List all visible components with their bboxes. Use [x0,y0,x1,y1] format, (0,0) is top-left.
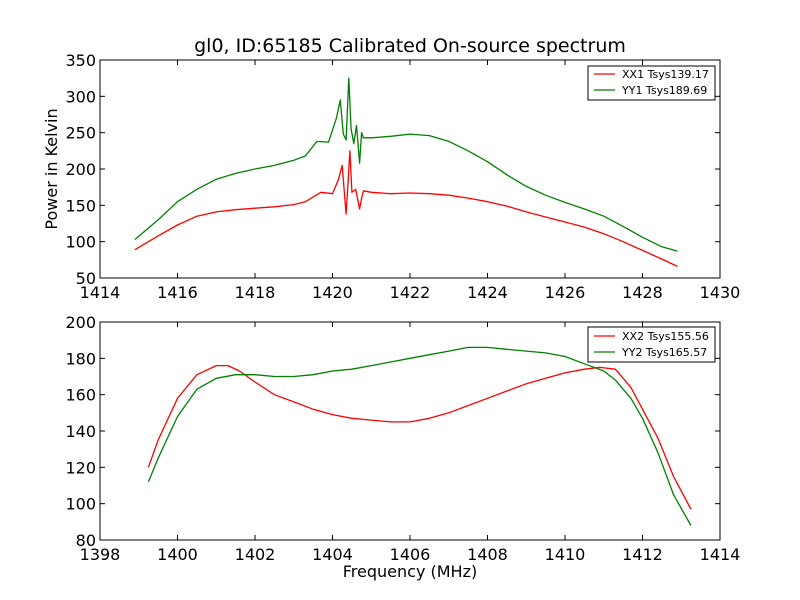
bottom-series-line-1 [147,364,692,510]
bottom-y-tick-label: 120 [65,458,96,477]
bottom-y-tick-label: 80 [76,531,96,550]
bottom-x-tick-label: 1404 [312,545,353,564]
bottom-y-tick-label: 160 [65,386,96,405]
top-x-tick-label: 1424 [467,283,508,302]
top-y-tick-label: 100 [65,233,96,252]
top-x-tick-label: 1428 [622,283,663,302]
bottom-x-tick-label: 1400 [157,545,198,564]
top-y-tick-label: 50 [76,269,96,288]
top-plot-ticks: 1414 1416 1418 1420 1422 1424 1426 1428 1430 50 10… [65,51,740,302]
top-plot: 1414 1416 1418 1420 1422 1424 1426 1428 1430 50 10… [42,51,740,302]
top-legend: XX1 Tsys139.17 YY1 Tsys189.69 [587,65,716,101]
bottom-x-axis-label: Frequency (MHz) [343,562,477,581]
bottom-legend: XX2 Tsys155.56 YY2 Tsys165.57 [587,326,716,363]
top-plot-series [134,77,678,267]
top-x-tick-label: 1416 [157,283,198,302]
top-y-axis-label: Power in Kelvin [42,108,61,229]
bottom-plot: 1398 1400 1402 1404 1406 1408 1410 1412 1414 80 10… [65,313,740,581]
bottom-x-tick-label: 1402 [235,545,276,564]
top-y-tick-label: 350 [65,51,96,70]
bottom-legend-label-yy2: YY2 Tsys165.57 [621,346,707,359]
bottom-x-tick-label: 1414 [700,545,741,564]
top-x-tick-label: 1422 [390,283,431,302]
bottom-y-tick-label: 200 [65,313,96,332]
bottom-x-tick-label: 1412 [622,545,663,564]
bottom-plot-series [147,346,692,526]
chart-title: gl0, ID:65185 Calibrated On-source spect… [194,35,626,57]
bottom-x-tick-label: 1398 [80,545,121,564]
bottom-x-tick-label: 1406 [390,545,431,564]
bottom-x-tick-label: 1408 [467,545,508,564]
top-x-tick-label: 1430 [700,283,741,302]
top-x-tick-label: 1418 [235,283,276,302]
bottom-y-tick-label: 100 [65,495,96,514]
top-y-tick-label: 200 [65,160,96,179]
top-x-tick-label: 1420 [312,283,353,302]
top-y-tick-label: 300 [65,87,96,106]
top-series-line-1 [134,150,678,267]
top-legend-label-yy1: YY1 Tsys189.69 [621,84,707,97]
top-y-tick-label: 150 [65,196,96,215]
bottom-y-tick-label: 180 [65,349,96,368]
top-x-tick-label: 1426 [545,283,586,302]
bottom-y-tick-label: 140 [65,422,96,441]
top-legend-box [587,65,716,101]
top-x-tick-label: 1414 [80,283,121,302]
bottom-plot-ticks: 1398 1400 1402 1404 1406 1408 1410 1412 1414 80 10… [65,313,740,564]
bottom-x-tick-label: 1410 [545,545,586,564]
bottom-legend-label-xx2: XX2 Tsys155.56 [622,330,709,343]
top-legend-label-xx1: XX1 Tsys139.17 [622,68,709,81]
bottom-series-line-2 [147,346,692,526]
top-y-tick-label: 250 [65,124,96,143]
bottom-legend-box [587,326,716,363]
top-series-line-2 [134,77,678,252]
